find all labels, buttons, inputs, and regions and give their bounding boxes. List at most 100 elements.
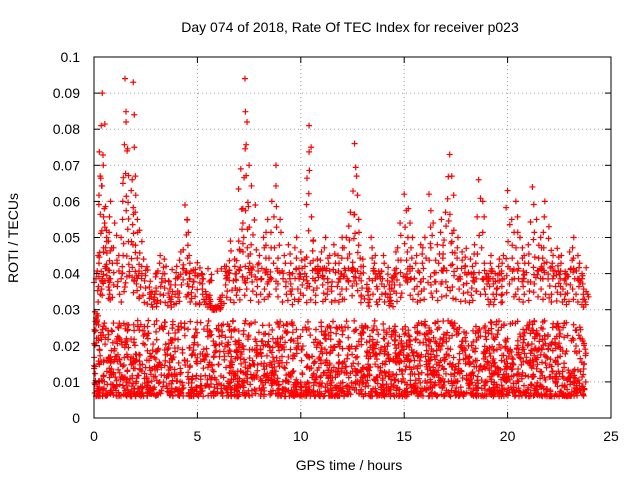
data-point-fill — [545, 271, 552, 278]
background-point — [442, 356, 449, 363]
background-point — [233, 346, 240, 353]
background-point — [309, 374, 316, 381]
data-point-fill — [565, 298, 572, 305]
background-point — [252, 319, 259, 326]
background-point — [99, 326, 106, 333]
data-point — [252, 202, 259, 209]
background-point — [454, 378, 461, 385]
background-point — [481, 324, 488, 331]
data-point-fill — [487, 298, 494, 305]
background-point — [514, 318, 521, 325]
background-point — [536, 332, 543, 339]
data-point-fill — [328, 288, 335, 295]
data-point-fill — [250, 231, 257, 238]
background-point — [427, 378, 434, 385]
data-point-fill — [277, 229, 284, 236]
background-point — [402, 366, 409, 373]
background-point — [141, 331, 148, 338]
background-point — [385, 340, 392, 347]
background-point — [323, 336, 330, 343]
background-point — [251, 347, 258, 354]
data-point-fill — [295, 298, 302, 305]
background-point — [265, 338, 272, 345]
data-point-fill — [345, 223, 352, 230]
background-point — [279, 344, 286, 351]
background-point — [468, 390, 475, 397]
background-point — [222, 268, 229, 275]
data-point-fill — [254, 283, 261, 290]
background-point — [411, 357, 418, 364]
data-point-fill — [229, 287, 236, 294]
data-point-fill — [306, 167, 313, 174]
data-point-fill — [140, 292, 147, 299]
data-point — [512, 198, 519, 205]
background-point — [228, 353, 235, 360]
background-point — [144, 335, 151, 342]
background-point — [481, 267, 488, 274]
background-point — [134, 317, 141, 324]
background-point — [217, 373, 224, 380]
background-point — [549, 368, 556, 375]
data-point-fill — [394, 244, 401, 251]
background-point — [214, 390, 221, 397]
background-point — [384, 343, 391, 350]
background-point — [218, 265, 225, 272]
data-point-fill — [452, 296, 459, 303]
data-point-fill — [352, 164, 359, 171]
background-point — [477, 393, 484, 400]
data-point-fill — [366, 296, 373, 303]
background-point — [172, 386, 179, 393]
data-point-fill — [100, 213, 107, 220]
background-point — [221, 353, 228, 360]
background-point — [169, 266, 176, 273]
data-point-fill — [194, 286, 201, 293]
data-point — [554, 245, 561, 252]
data-point-fill — [286, 269, 293, 276]
data-point-fill — [459, 257, 466, 264]
data-point-fill — [231, 263, 238, 270]
background-point — [567, 378, 574, 385]
data-point-fill — [390, 303, 396, 310]
data-point-fill — [242, 145, 249, 152]
background-point — [311, 393, 318, 400]
background-point — [162, 351, 169, 358]
background-point — [191, 333, 198, 340]
background-point — [123, 379, 130, 386]
data-point-fill — [427, 244, 434, 251]
background-point — [444, 329, 451, 336]
data-point — [475, 176, 482, 183]
background-point — [436, 377, 443, 384]
background-point — [210, 338, 217, 345]
data-point-fill — [248, 182, 255, 189]
data-point-fill — [301, 263, 308, 270]
background-point — [572, 375, 579, 382]
data-point — [533, 216, 540, 223]
data-point-fill — [106, 213, 113, 220]
background-point — [235, 328, 242, 335]
data-point-fill — [558, 260, 565, 267]
background-point — [376, 372, 383, 379]
background-point — [307, 332, 314, 339]
background-point — [258, 360, 265, 367]
data-point-fill — [199, 280, 206, 287]
background-point — [496, 393, 503, 400]
background-point — [246, 321, 253, 328]
x-axis-label: GPS time / hours — [296, 457, 403, 473]
background-point — [534, 379, 541, 386]
background-point — [267, 359, 274, 366]
background-point — [145, 330, 152, 337]
data-point-fill — [349, 292, 356, 299]
data-point-fill — [98, 286, 105, 293]
background-point — [564, 386, 571, 393]
background-point — [135, 372, 142, 379]
data-point-fill — [276, 242, 283, 249]
background-point — [134, 323, 141, 330]
background-point — [240, 331, 247, 338]
data-point-fill — [345, 278, 352, 285]
data-point-fill — [458, 265, 465, 272]
background-point — [458, 344, 465, 351]
background-point — [425, 350, 432, 357]
background-point — [388, 333, 395, 340]
background-point — [302, 324, 309, 331]
background-point — [290, 384, 297, 391]
